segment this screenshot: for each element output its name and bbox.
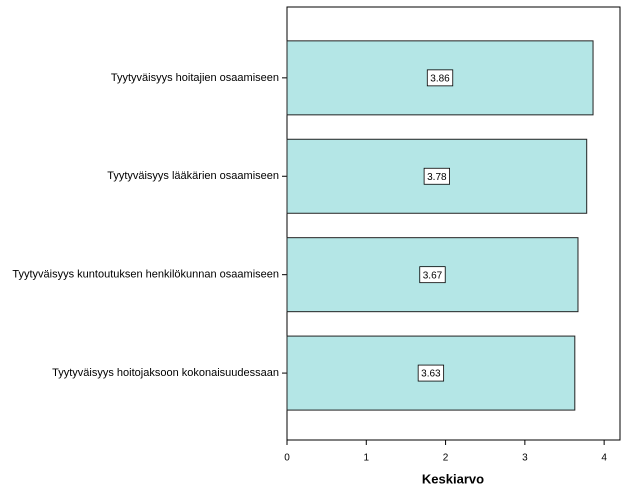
value-label: 3.67: [423, 270, 443, 281]
y-tick-label: Tyytyväisyys hoitojaksoon kokonaisuudess…: [52, 367, 279, 379]
value-label: 3.86: [430, 73, 450, 84]
value-label: 3.63: [421, 369, 441, 380]
y-tick-label: Tyytyväisyys kuntoutuksen henkilökunnan …: [12, 269, 279, 281]
x-tick-label: 1: [364, 453, 370, 464]
x-tick-label: 4: [601, 453, 607, 464]
y-tick-label: Tyytyväisyys hoitajien osaamiseen: [111, 72, 279, 84]
y-tick-label: Tyytyväisyys lääkärien osaamiseen: [107, 170, 279, 182]
value-label-box: [426, 69, 454, 87]
x-tick-label: 3: [522, 453, 528, 464]
value-label-box: [417, 364, 445, 382]
x-axis-title: Keskiarvo: [422, 471, 484, 486]
value-label-box: [419, 266, 446, 284]
value-label: 3.78: [427, 172, 447, 183]
x-tick-label: 2: [443, 453, 449, 464]
value-label-box: [423, 167, 450, 185]
x-tick-label: 0: [284, 453, 290, 464]
